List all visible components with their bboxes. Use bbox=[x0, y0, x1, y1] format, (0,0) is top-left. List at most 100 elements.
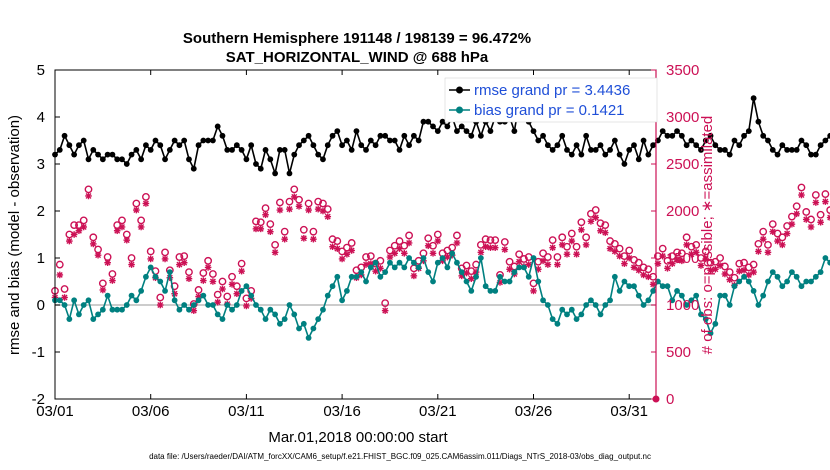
rmse-point bbox=[588, 147, 594, 153]
bias-point bbox=[133, 297, 140, 304]
obs-possible-point bbox=[811, 191, 820, 199]
asterisk-stroke bbox=[712, 266, 719, 273]
obs-assimilated-point bbox=[386, 253, 394, 261]
bias-point bbox=[635, 292, 642, 299]
y-right-tick-label: 500 bbox=[666, 344, 691, 361]
obs-assimilated-point bbox=[645, 273, 652, 281]
asterisk-stroke bbox=[650, 281, 657, 288]
obs-possible-point bbox=[673, 248, 681, 257]
rmse-point bbox=[219, 132, 226, 139]
obs-assimilated-point bbox=[525, 261, 533, 268]
asterisk-stroke bbox=[296, 203, 303, 210]
rmse-point bbox=[210, 137, 216, 144]
bias-point bbox=[238, 288, 245, 294]
bias-point bbox=[817, 269, 824, 275]
obs-possible-point bbox=[118, 216, 126, 225]
obs-possible-point bbox=[309, 227, 318, 236]
asterisk-stroke bbox=[607, 245, 614, 252]
obs-assimilated-point bbox=[75, 227, 83, 235]
rmse-point bbox=[114, 156, 121, 163]
plot-area bbox=[55, 70, 656, 399]
rmse-point bbox=[238, 147, 245, 153]
asterisk-stroke bbox=[305, 207, 312, 214]
rmse-point bbox=[334, 128, 341, 135]
asterisk-stroke bbox=[200, 277, 207, 284]
rmse-point bbox=[678, 132, 685, 139]
x-tick-label: 03/01 bbox=[36, 403, 74, 420]
asterisk-stroke bbox=[626, 255, 633, 261]
obs-assimilated-point bbox=[147, 255, 155, 263]
bias-point bbox=[516, 264, 523, 271]
asterisk-stroke bbox=[343, 251, 350, 258]
obs-assimilated-point bbox=[544, 261, 552, 268]
asterisk-stroke bbox=[186, 275, 192, 282]
asterisk-stroke bbox=[434, 238, 441, 245]
bias-point bbox=[363, 278, 369, 285]
obs-assimilated-point bbox=[573, 250, 580, 258]
bias-point bbox=[626, 283, 633, 290]
asterisk-stroke bbox=[769, 228, 776, 235]
obs-possible-point bbox=[663, 256, 672, 265]
asterisk-stroke bbox=[406, 239, 413, 246]
obs-possible-point bbox=[338, 247, 347, 256]
rmse-point bbox=[276, 147, 283, 153]
obs-assimilated-point bbox=[424, 242, 432, 250]
bias-point bbox=[755, 302, 762, 308]
obs-assimilated-point bbox=[329, 243, 336, 251]
bias-point bbox=[219, 316, 226, 322]
rmse-point bbox=[564, 147, 570, 153]
asterisk-stroke bbox=[822, 198, 829, 205]
obs-possible-point bbox=[682, 233, 691, 242]
obs-assimilated-point bbox=[783, 230, 791, 237]
asterisk-stroke bbox=[827, 214, 830, 219]
obs-possible-point bbox=[587, 209, 595, 218]
asterisk-stroke bbox=[315, 206, 322, 213]
bias-point bbox=[564, 311, 570, 318]
obs-possible-point bbox=[98, 279, 107, 288]
rmse-point bbox=[343, 137, 350, 144]
rmse-point bbox=[123, 161, 130, 167]
rmse-point bbox=[817, 142, 824, 149]
bias-point bbox=[420, 255, 427, 261]
bias-point bbox=[535, 278, 542, 285]
bias-point bbox=[171, 297, 178, 304]
asterisk-stroke bbox=[492, 244, 499, 251]
bias-point bbox=[296, 325, 302, 332]
bias-point bbox=[305, 335, 312, 341]
rmse-point bbox=[66, 142, 73, 149]
obs-possible-point bbox=[55, 260, 64, 269]
rmse-point bbox=[406, 142, 412, 149]
asterisk-stroke bbox=[238, 268, 245, 275]
rmse-point bbox=[348, 147, 355, 153]
obs-possible-point bbox=[668, 252, 677, 261]
legend-bias-label: bias grand pr = 0.1421 bbox=[474, 102, 625, 119]
y-left-tick-label: 4 bbox=[37, 109, 45, 126]
bias-point bbox=[439, 255, 446, 261]
y-right-tick-label: 2000 bbox=[666, 203, 699, 220]
obs-assimilated-point bbox=[726, 276, 733, 283]
rmse-point bbox=[731, 137, 738, 144]
bias-point bbox=[473, 273, 479, 280]
obs-assimilated-point bbox=[219, 285, 226, 293]
rmse-point bbox=[717, 147, 724, 153]
obs-possible-point bbox=[261, 204, 270, 213]
obs-assimilated-point bbox=[740, 266, 748, 274]
asterisk-stroke bbox=[348, 247, 355, 254]
rmse-point bbox=[420, 118, 427, 125]
asterisk-stroke bbox=[396, 245, 403, 252]
obs-possible-point bbox=[692, 240, 701, 249]
rmse-point bbox=[339, 142, 346, 149]
rmse-point bbox=[71, 151, 78, 158]
obs-possible-point bbox=[89, 233, 98, 242]
asterisk-stroke bbox=[334, 245, 341, 252]
obs-assimilated-point bbox=[491, 244, 499, 251]
asterisk-stroke bbox=[281, 236, 288, 243]
bias-point bbox=[276, 320, 283, 327]
obs-possible-point bbox=[405, 231, 413, 240]
bias-point bbox=[248, 292, 255, 299]
obs-possible-point bbox=[333, 237, 342, 245]
rmse-point bbox=[138, 156, 145, 163]
asterisk-stroke bbox=[631, 264, 637, 271]
bias-point bbox=[712, 320, 719, 327]
obs-assimilated-point bbox=[70, 231, 78, 238]
